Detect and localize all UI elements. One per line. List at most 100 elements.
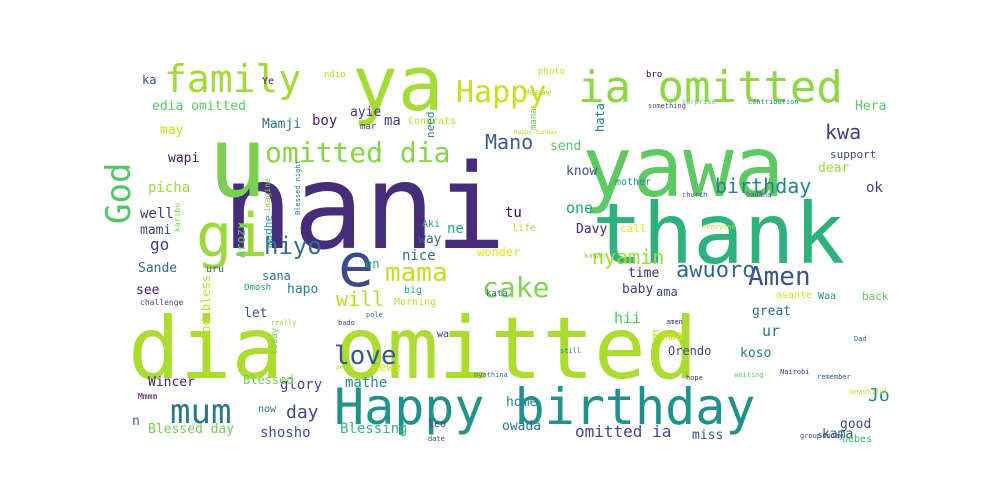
cloud-word: awuoro [676, 258, 755, 283]
cloud-word: owada [502, 419, 541, 434]
cloud-word: mana [529, 108, 539, 130]
cloud-word: one [566, 199, 593, 217]
cloud-word: know [566, 164, 597, 179]
cloud-word: omitted ia [575, 422, 671, 441]
cloud-word: mathe [345, 375, 387, 391]
cloud-word: nani [222, 138, 506, 276]
cloud-word: Morning [394, 297, 436, 308]
cloud-word: challenge [140, 298, 184, 307]
cloud-word: still [560, 347, 581, 355]
cloud-word: ne [447, 221, 464, 237]
cloud-word: time [628, 266, 659, 281]
cloud-word: wonder [477, 245, 520, 259]
cloud-word: Jo [868, 385, 890, 406]
cloud-word: baby [622, 282, 653, 297]
cloud-word: love [334, 341, 397, 371]
cloud-word: leo [428, 419, 446, 430]
cloud-word: mami [140, 223, 171, 238]
cloud-word: bro [646, 70, 662, 80]
cloud-word: something [648, 102, 686, 110]
cloud-word: bado [338, 319, 355, 327]
cloud-word: God bless [199, 275, 213, 340]
cloud-word: church [682, 191, 707, 199]
cloud-word: home [506, 395, 537, 410]
cloud-word: banana [746, 191, 771, 199]
cloud-word: wapi [168, 151, 199, 166]
cloud-word: life [512, 223, 536, 234]
cloud-word: may [160, 123, 184, 138]
cloud-word: see [136, 283, 160, 298]
cloud-word: back [862, 290, 889, 303]
cloud-word: Blessed day [148, 422, 234, 437]
cloud-word: God [99, 163, 139, 224]
cloud-word: Happy [456, 75, 546, 110]
cloud-word: thank [592, 185, 845, 283]
cloud-word: picha [148, 180, 190, 196]
cloud-word: send [550, 139, 581, 154]
cloud-word: good [840, 417, 871, 432]
cloud-word: great [752, 304, 791, 319]
cloud-word: need [424, 112, 437, 139]
cloud-word: Orendo [668, 344, 711, 358]
cloud-word: mum [170, 392, 231, 432]
cloud-word: birthday [715, 174, 811, 198]
cloud-word: kwa [825, 120, 861, 144]
cloud-word: Mano [485, 130, 533, 154]
cloud-word: boy [312, 113, 337, 129]
cloud-word: Omosh [244, 283, 271, 293]
cloud-word: kanan [584, 252, 605, 260]
cloud-word: glory [280, 377, 322, 393]
cloud-word: omitted dia [265, 136, 450, 169]
cloud-word: kama [822, 427, 853, 442]
cloud-word: Davy [576, 222, 607, 237]
cloud-word: peace [336, 364, 354, 371]
cloud-word: Ye [262, 76, 274, 87]
cloud-word: Aki [422, 219, 440, 230]
cloud-word: tu [505, 205, 522, 221]
cloud-word: Wincer [148, 375, 195, 390]
cloud-word: family [164, 57, 301, 101]
cloud-word: Dad [854, 335, 867, 343]
cloud-word: well [140, 206, 174, 222]
cloud-word: beautiful [850, 388, 888, 396]
cloud-word: nyathina [474, 371, 508, 379]
cloud-word: Sunday [818, 432, 843, 440]
cloud-word: today [270, 327, 280, 355]
cloud-word: Happy Sunday [514, 129, 558, 136]
cloud-word: asante [776, 290, 812, 301]
cloud-word: Blessing [340, 421, 407, 437]
cloud-word: date [428, 435, 445, 443]
cloud-word: Congrats [408, 116, 456, 127]
cloud-word: way [418, 232, 442, 247]
cloud-word: hiyo [264, 232, 322, 260]
cloud-word: en [365, 257, 379, 271]
cloud-word: shosho [260, 425, 311, 441]
cloud-word: surprise [682, 98, 716, 106]
cloud-word: madhe [262, 215, 275, 248]
cloud-word: imagine [263, 178, 272, 212]
cloud-word: yawa [582, 118, 784, 216]
cloud-word: dear [818, 161, 849, 176]
cloud-word: really [271, 319, 296, 327]
cloud-word: ayie [350, 105, 381, 120]
cloud-word: now [258, 404, 277, 415]
cloud-word: hii [614, 309, 641, 327]
cloud-word: Blessed [243, 373, 294, 387]
cloud-word: Nairobi [780, 368, 810, 376]
cloud-word: ok [866, 180, 883, 196]
cloud-word: contribution [748, 98, 799, 106]
cloud-word: gi [196, 201, 268, 271]
cloud-word: Oebes [842, 434, 872, 445]
cloud-word: remember [817, 373, 851, 381]
cloud-word: ama [656, 285, 678, 299]
cloud-word: cake [482, 271, 549, 304]
cloud-word: Hera [855, 99, 886, 114]
cloud-word: wa [437, 329, 449, 340]
cloud-word: nice [402, 248, 436, 264]
cloud-word: u [208, 106, 267, 220]
cloud-word: hapo [287, 282, 318, 297]
cloud-word: edia omitted [152, 99, 246, 114]
cloud-word: hata [593, 103, 607, 132]
cloud-word: will [336, 287, 384, 311]
